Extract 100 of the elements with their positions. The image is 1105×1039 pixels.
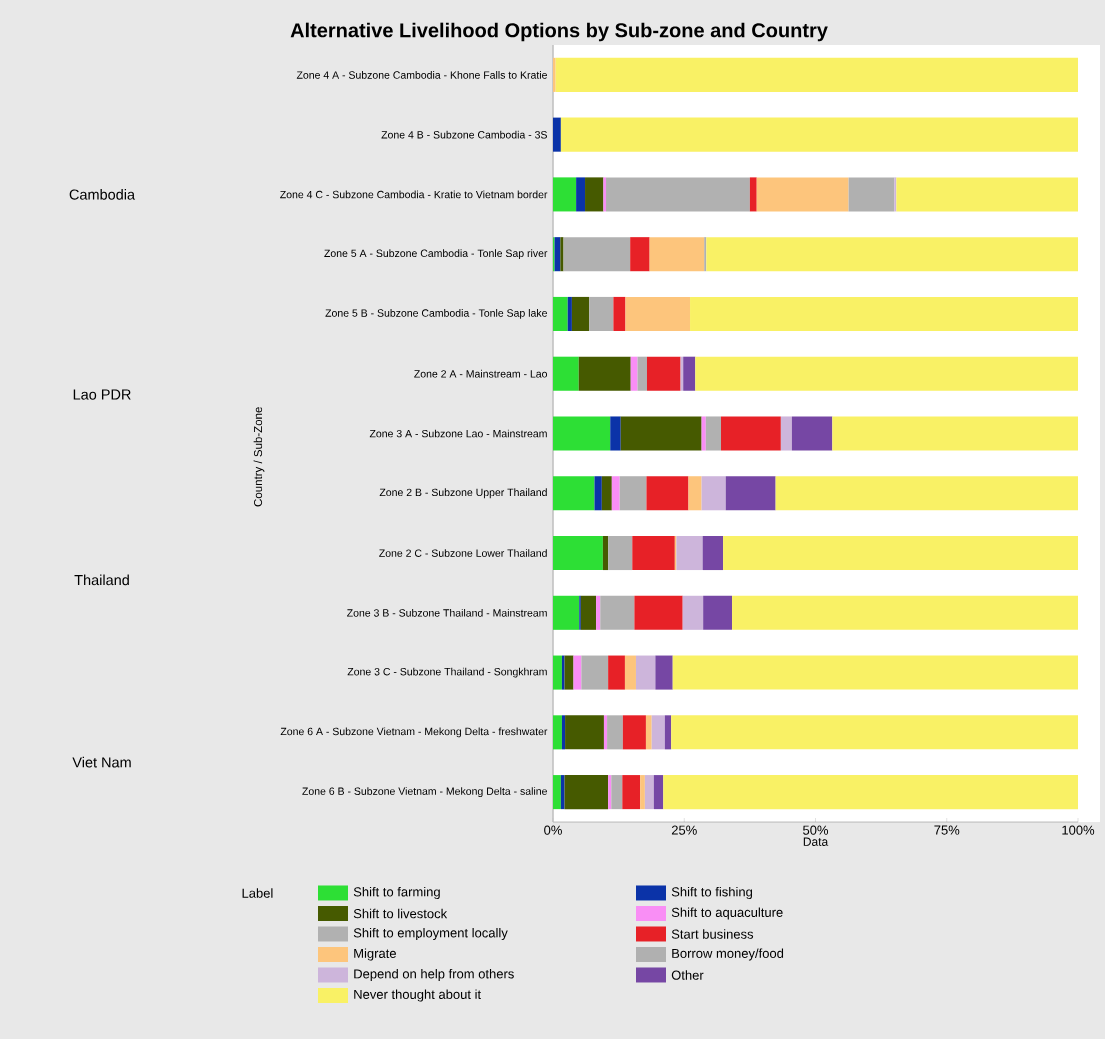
text: Lao PDR bbox=[73, 389, 131, 400]
bar bbox=[635, 655, 656, 690]
bar bbox=[564, 775, 609, 810]
y-tick-label: Zone 4 B - Subzone Cambodia - 3S bbox=[381, 130, 547, 139]
bar bbox=[653, 775, 664, 810]
y-tick-label: Zone 6 A - Subzone Vietnam - Mekong Delta - freshwater bbox=[280, 727, 548, 738]
y-tick-label: Zone 5 B - Subzone Cambodia - Tonle Sap lake bbox=[325, 309, 547, 319]
bar bbox=[553, 535, 603, 571]
bar bbox=[602, 535, 609, 571]
bar bbox=[608, 655, 625, 690]
bar bbox=[664, 715, 672, 750]
bar bbox=[649, 237, 705, 272]
bar bbox=[600, 595, 635, 630]
bar bbox=[581, 655, 609, 690]
bar bbox=[578, 356, 631, 391]
bar bbox=[646, 356, 681, 391]
y-tick-label: Zone 2 B - Subzone Upper Thailand bbox=[379, 488, 547, 499]
bar bbox=[695, 356, 1079, 391]
bar bbox=[585, 177, 604, 212]
bar bbox=[630, 356, 638, 391]
legend-label: Shift to employment locally bbox=[353, 927, 508, 941]
bar bbox=[704, 237, 707, 272]
bar bbox=[553, 296, 568, 331]
bar bbox=[560, 237, 564, 272]
bar bbox=[567, 296, 572, 331]
y-tick-label: Zone 4 A - Subzone Cambodia - Khone Falls to Kratie bbox=[296, 71, 547, 79]
bar bbox=[723, 535, 1079, 571]
bar bbox=[701, 416, 706, 451]
bar bbox=[624, 655, 636, 690]
bar bbox=[775, 476, 1079, 511]
y-tick-label: Zone 4 C - Subzone Cambodia - Kratie to Vietnam border bbox=[280, 190, 548, 199]
bar bbox=[703, 595, 733, 630]
bar bbox=[630, 237, 650, 272]
y-axis-title: Country / Sub-Zone bbox=[253, 407, 265, 507]
bar bbox=[594, 476, 602, 511]
bar bbox=[721, 416, 781, 451]
bar bbox=[651, 715, 665, 750]
bar bbox=[576, 177, 586, 212]
bar bbox=[563, 237, 631, 272]
bar bbox=[553, 177, 577, 212]
bar bbox=[732, 595, 1079, 630]
bar bbox=[560, 775, 565, 810]
legend-label: Shift to fishing bbox=[671, 886, 753, 900]
bar bbox=[637, 356, 647, 391]
y-tick-label: Zone 3 A - Subzone Lao - Mainstream bbox=[369, 429, 547, 438]
bar bbox=[610, 416, 621, 451]
legend-title: Label bbox=[242, 888, 273, 898]
legend-label: Shift to farming bbox=[353, 886, 440, 900]
bar bbox=[611, 476, 620, 511]
legend-label: Shift to aquaculture bbox=[671, 907, 783, 920]
bar bbox=[705, 416, 722, 451]
bar bbox=[603, 715, 608, 750]
text: Viet Nam bbox=[72, 756, 131, 768]
bar bbox=[682, 595, 704, 630]
bar bbox=[565, 715, 604, 750]
bar bbox=[655, 655, 673, 690]
x-axis-title: Data bbox=[803, 837, 829, 846]
bar bbox=[580, 595, 597, 630]
bar bbox=[561, 715, 566, 750]
bar bbox=[725, 476, 776, 511]
y-tick-label: Zone 2 A - Mainstream - Lao bbox=[414, 369, 548, 378]
bar bbox=[613, 296, 626, 331]
bar bbox=[896, 177, 1079, 212]
y-tick-label: Zone 3 B - Subzone Thailand - Mainstream bbox=[347, 608, 547, 617]
bar bbox=[632, 535, 675, 571]
x-tick-label: 50% bbox=[803, 825, 829, 835]
bar bbox=[640, 775, 645, 810]
bar bbox=[608, 775, 612, 810]
bar bbox=[553, 356, 579, 391]
bar bbox=[573, 655, 582, 690]
bar bbox=[553, 655, 562, 690]
bar bbox=[571, 296, 590, 331]
bar bbox=[683, 356, 696, 391]
bar bbox=[555, 57, 1079, 92]
bar bbox=[848, 177, 895, 212]
legend-label: Depend on help from others bbox=[354, 968, 514, 982]
bar bbox=[688, 476, 702, 511]
bar bbox=[645, 715, 652, 750]
bar bbox=[672, 655, 1079, 690]
bar bbox=[780, 416, 792, 451]
bar bbox=[603, 177, 607, 212]
x-tick-label: 25% bbox=[671, 825, 697, 835]
legend-label: Shift to livestock bbox=[353, 908, 448, 919]
bar bbox=[634, 595, 683, 630]
legend-label: Start business bbox=[671, 929, 754, 939]
text: Cambodia bbox=[69, 189, 136, 200]
bar bbox=[625, 296, 691, 331]
bar bbox=[553, 775, 561, 810]
x-tick-label: 0% bbox=[544, 825, 562, 835]
bar bbox=[791, 416, 833, 451]
bar bbox=[832, 416, 1079, 451]
bar bbox=[706, 237, 1079, 272]
bar bbox=[622, 715, 646, 750]
bar bbox=[553, 117, 561, 152]
bar bbox=[619, 476, 647, 511]
chart-title: Alternative Livelihood Options by Sub-zone and Country bbox=[290, 22, 828, 42]
bar bbox=[553, 416, 611, 451]
bar bbox=[611, 775, 623, 810]
bar bbox=[701, 476, 726, 511]
text: Thailand bbox=[74, 574, 129, 586]
